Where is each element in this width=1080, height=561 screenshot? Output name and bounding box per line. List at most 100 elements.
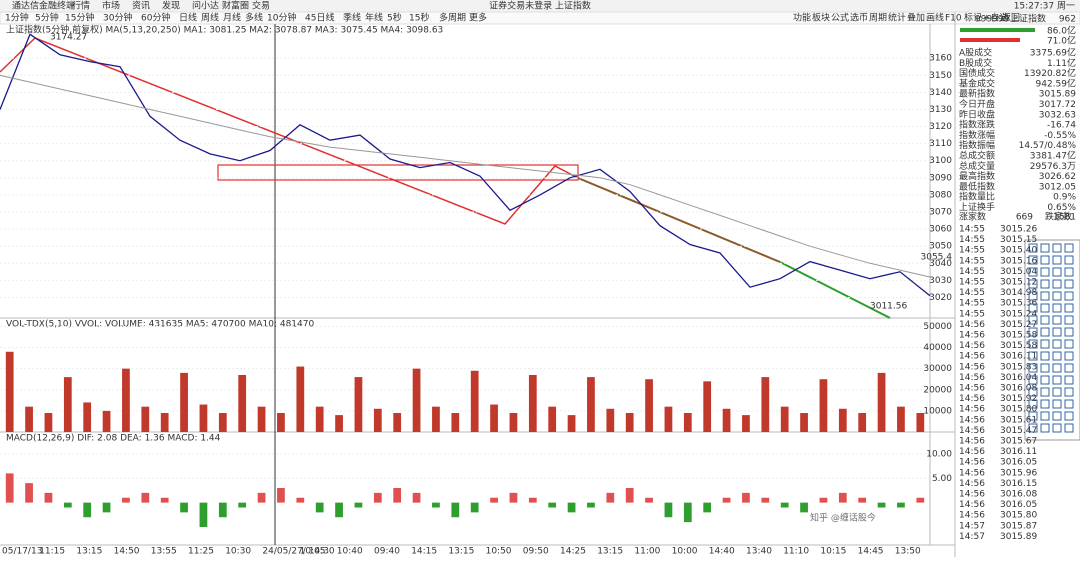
draw-tool[interactable] (1052, 291, 1062, 301)
menu-item[interactable]: 问小达 (192, 0, 219, 12)
draw-tool[interactable] (1052, 387, 1062, 397)
draw-tool[interactable] (1064, 243, 1074, 253)
draw-tool[interactable] (1040, 351, 1050, 361)
tool-button[interactable]: 板块 (812, 12, 830, 24)
tool-button[interactable]: 统计 (888, 12, 906, 24)
draw-tool[interactable] (1040, 423, 1050, 433)
draw-tool[interactable] (1040, 363, 1050, 373)
draw-tool[interactable] (1028, 351, 1038, 361)
draw-tool[interactable] (1064, 303, 1074, 313)
period-button[interactable]: 年线 (365, 12, 383, 24)
draw-tool[interactable] (1040, 315, 1050, 325)
menu-item[interactable]: 行情 (72, 0, 90, 12)
draw-tool[interactable] (1028, 267, 1038, 277)
draw-tool[interactable] (1040, 279, 1050, 289)
draw-tool[interactable] (1028, 315, 1038, 325)
draw-tool[interactable] (1028, 255, 1038, 265)
draw-tool[interactable] (1028, 423, 1038, 433)
period-button[interactable]: 季线 (343, 12, 361, 24)
tool-button[interactable]: 画线 (926, 12, 944, 24)
period-button[interactable]: 周线 (201, 12, 219, 24)
draw-tool[interactable] (1064, 255, 1074, 265)
draw-tool[interactable] (1040, 411, 1050, 421)
menu-item[interactable]: 财富圈 (222, 0, 249, 12)
draw-tool[interactable] (1052, 351, 1062, 361)
draw-tool[interactable] (1040, 339, 1050, 349)
period-button[interactable]: 5秒 (387, 12, 402, 24)
tool-button[interactable]: F10 (945, 14, 962, 24)
draw-tool[interactable] (1052, 375, 1062, 385)
draw-tool[interactable] (1052, 339, 1062, 349)
draw-tool[interactable] (1064, 279, 1074, 289)
draw-tool[interactable] (1064, 291, 1074, 301)
draw-tool[interactable] (1064, 315, 1074, 325)
draw-tool[interactable] (1052, 303, 1062, 313)
draw-tool[interactable] (1064, 423, 1074, 433)
period-button[interactable]: 10分钟 (267, 12, 296, 24)
menu-item[interactable]: 交易 (252, 0, 270, 12)
draw-tool[interactable] (1064, 387, 1074, 397)
menu-item[interactable]: 市场 (102, 0, 120, 12)
draw-tool[interactable] (1064, 411, 1074, 421)
tool-button[interactable]: 选币 (850, 12, 868, 24)
draw-tool[interactable] (1040, 267, 1050, 277)
draw-tool[interactable] (1028, 363, 1038, 373)
period-button[interactable]: 15秒 (409, 12, 429, 24)
period-button[interactable]: 多周期 (439, 12, 466, 24)
tool-button[interactable]: 标记 (964, 12, 982, 24)
period-button[interactable]: 月线 (223, 12, 241, 24)
draw-tool[interactable] (1040, 327, 1050, 337)
draw-tool[interactable] (1052, 423, 1062, 433)
draw-tool[interactable] (1064, 399, 1074, 409)
draw-tool[interactable] (1028, 291, 1038, 301)
draw-tool[interactable] (1052, 255, 1062, 265)
period-button[interactable]: 多线 (245, 12, 263, 24)
period-button[interactable]: 45日线 (305, 12, 334, 24)
period-button[interactable]: 15分钟 (65, 12, 94, 24)
draw-tool[interactable] (1064, 267, 1074, 277)
draw-tool[interactable] (1040, 387, 1050, 397)
draw-tool[interactable] (1064, 363, 1074, 373)
draw-tool[interactable] (1040, 255, 1050, 265)
period-button[interactable]: 30分钟 (103, 12, 132, 24)
draw-tool[interactable] (1028, 327, 1038, 337)
draw-tool[interactable] (1040, 243, 1050, 253)
draw-tool[interactable] (1052, 411, 1062, 421)
menu-item[interactable]: 发现 (162, 0, 180, 12)
draw-tool[interactable] (1028, 279, 1038, 289)
tool-button[interactable]: +自选 (983, 12, 1009, 24)
tool-button[interactable]: 周期 (869, 13, 887, 24)
draw-tool[interactable] (1028, 303, 1038, 313)
draw-tool[interactable] (1040, 291, 1050, 301)
draw-tool[interactable] (1052, 327, 1062, 337)
tool-button[interactable]: 功能 (793, 12, 811, 24)
draw-tool[interactable] (1052, 267, 1062, 277)
period-button[interactable]: 1分钟 (5, 12, 29, 24)
draw-tool[interactable] (1040, 303, 1050, 313)
menu-item[interactable]: 资讯 (132, 1, 150, 12)
period-button[interactable]: 5分钟 (35, 12, 59, 24)
draw-tool[interactable] (1028, 399, 1038, 409)
period-button[interactable]: 60分钟 (141, 12, 170, 24)
draw-tool[interactable] (1028, 339, 1038, 349)
period-button[interactable]: 更多 (469, 12, 487, 24)
draw-tool[interactable] (1052, 399, 1062, 409)
draw-tool[interactable] (1064, 375, 1074, 385)
tool-button[interactable]: 叠加 (907, 13, 925, 24)
draw-tool[interactable] (1028, 387, 1038, 397)
tool-button[interactable]: 公式 (831, 12, 849, 24)
draw-tool[interactable] (1040, 375, 1050, 385)
draw-tool[interactable] (1064, 327, 1074, 337)
draw-tool[interactable] (1028, 411, 1038, 421)
draw-tool[interactable] (1028, 243, 1038, 253)
draw-tool[interactable] (1064, 339, 1074, 349)
draw-tool[interactable] (1028, 375, 1038, 385)
tool-button[interactable]: 返回 (1002, 12, 1020, 24)
period-button[interactable]: 日线 (179, 12, 197, 24)
draw-tool[interactable] (1052, 315, 1062, 325)
draw-tool[interactable] (1040, 399, 1050, 409)
draw-tool[interactable] (1052, 279, 1062, 289)
draw-tool[interactable] (1052, 243, 1062, 253)
draw-tool[interactable] (1064, 351, 1074, 361)
draw-tool[interactable] (1052, 363, 1062, 373)
